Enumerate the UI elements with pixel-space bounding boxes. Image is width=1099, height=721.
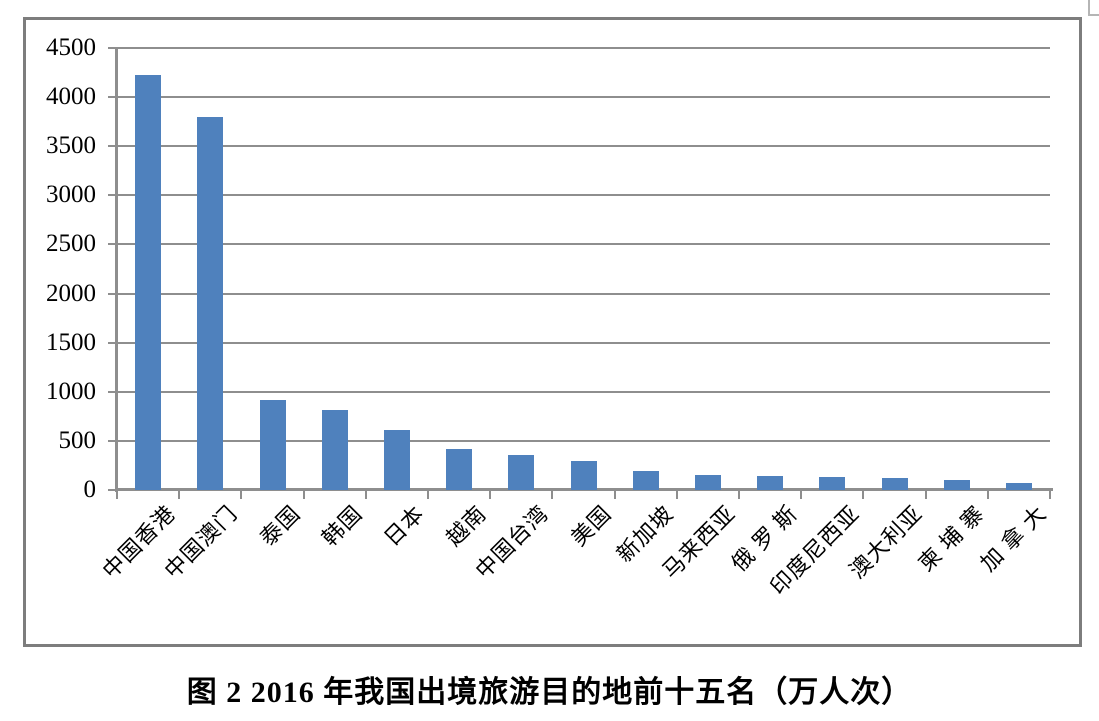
bar [570,460,597,490]
bar [943,479,970,490]
y-axis-label: 4500 [46,34,96,61]
y-axis-label: 1000 [46,377,96,405]
y-axis-label: 1500 [46,328,96,356]
x-axis-tick [551,491,554,499]
x-axis-tick [489,491,492,499]
y-axis-line [115,48,118,492]
corner-artifact-horizontal-line [1089,14,1099,16]
gridline [117,145,1050,148]
y-axis-tick [108,390,117,393]
x-axis-tick [924,491,927,499]
bar [321,410,348,490]
gridline [117,96,1050,99]
bar [259,399,286,490]
gridline [117,194,1050,197]
bar [1005,482,1032,490]
corner-artifact-vertical-line [1088,0,1090,16]
y-axis-tick [108,96,117,99]
figure-caption: 图 2 2016 年我国出境旅游目的地前十五名（万人次） [186,676,913,709]
x-axis-tick [986,491,989,499]
bar [197,116,224,490]
bar [819,476,846,490]
bar [881,477,908,490]
bar [135,75,162,490]
gridline [117,47,1050,49]
x-axis-tick [613,491,616,499]
x-axis-tick [302,491,305,499]
x-axis-tick [116,491,118,499]
y-axis-label: 2500 [46,230,96,258]
y-axis-tick [108,489,117,491]
x-axis-tick [364,491,367,499]
x-axis-tick [240,491,243,499]
bar [446,449,473,490]
y-axis-label: 3500 [46,132,96,160]
bar [757,475,784,490]
y-axis-label: 0 [83,476,97,503]
bar [694,474,721,490]
y-axis-label: 2000 [46,279,96,307]
gridline [117,292,1050,295]
x-axis-tick [738,491,740,499]
y-axis-label: 3000 [46,181,96,209]
bar [383,430,410,490]
x-axis-tick [1049,491,1051,499]
y-axis-tick [108,145,117,148]
y-axis-tick [108,439,117,442]
x-axis-tick [675,491,678,499]
gridline [117,439,1050,442]
x-axis-tick [427,491,429,499]
gridline [117,341,1050,344]
gridline [117,243,1050,246]
y-axis-tick [108,194,117,197]
bar [632,470,659,490]
bar [508,455,535,490]
x-axis-tick [862,491,865,499]
y-axis-tick [108,47,117,49]
y-axis-tick [108,243,117,246]
y-axis-tick [108,341,117,344]
y-axis-tick [108,292,117,295]
y-axis-label: 500 [58,426,97,454]
y-axis-label: 4000 [46,83,96,111]
x-axis-tick [800,491,803,499]
x-axis-tick [178,491,181,499]
gridline [117,390,1050,393]
